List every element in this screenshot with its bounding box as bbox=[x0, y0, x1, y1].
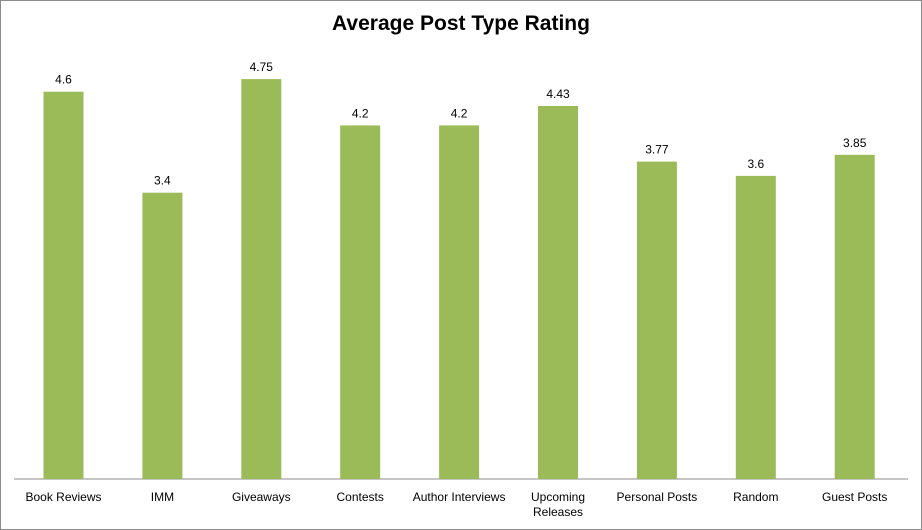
category-label-line: Releases bbox=[533, 505, 583, 519]
value-label-5: 4.43 bbox=[546, 87, 570, 101]
bar-3 bbox=[340, 125, 381, 480]
category-label-line: Giveaways bbox=[232, 490, 291, 504]
bar-6 bbox=[636, 161, 677, 479]
category-label-3: Contests bbox=[337, 490, 384, 504]
category-label-7: Random bbox=[733, 490, 778, 504]
category-label-line: Upcoming bbox=[531, 490, 585, 504]
value-label-4: 4.2 bbox=[451, 106, 468, 120]
category-label-1: IMM bbox=[151, 490, 174, 504]
value-label-1: 3.4 bbox=[154, 174, 171, 188]
category-label-line: IMM bbox=[151, 490, 174, 504]
category-label-line: Personal Posts bbox=[617, 490, 698, 504]
category-label-2: Giveaways bbox=[232, 490, 291, 504]
value-label-3: 4.2 bbox=[352, 106, 369, 120]
bar-5 bbox=[538, 106, 578, 479]
bar-4 bbox=[439, 125, 480, 480]
category-label-5: Upcoming Releases bbox=[531, 490, 585, 519]
category-label-6: Personal Posts bbox=[617, 490, 698, 504]
category-label-line: Random bbox=[733, 490, 778, 504]
chart-title: Average Post Type Rating bbox=[332, 12, 590, 35]
value-label-6: 3.77 bbox=[645, 143, 669, 157]
value-label-2: 4.75 bbox=[250, 60, 274, 74]
category-label-line: Book Reviews bbox=[25, 490, 101, 504]
bars-layer bbox=[43, 79, 875, 480]
bar-8 bbox=[834, 154, 875, 480]
bar-2 bbox=[241, 79, 282, 479]
value-label-8: 3.85 bbox=[843, 136, 867, 150]
category-label-line: Guest Posts bbox=[822, 490, 887, 504]
category-label-line: Author Interviews bbox=[413, 490, 506, 504]
value-label-0: 4.6 bbox=[55, 73, 72, 87]
bar-1 bbox=[142, 192, 183, 479]
value-label-7: 3.6 bbox=[747, 157, 764, 171]
category-label-0: Book Reviews bbox=[25, 490, 101, 504]
category-label-line: Contests bbox=[337, 490, 384, 504]
bar-7 bbox=[735, 175, 776, 479]
category-label-4: Author Interviews bbox=[413, 490, 506, 504]
category-labels-layer: Book Reviews IMM Giveaways Contests Author I… bbox=[25, 490, 887, 519]
value-labels-layer: 4.6 3.4 4.75 4.2 4.2 4.43 3.77 3.6 3.85 bbox=[55, 60, 867, 188]
bar-0 bbox=[43, 91, 84, 479]
category-label-8: Guest Posts bbox=[822, 490, 887, 504]
